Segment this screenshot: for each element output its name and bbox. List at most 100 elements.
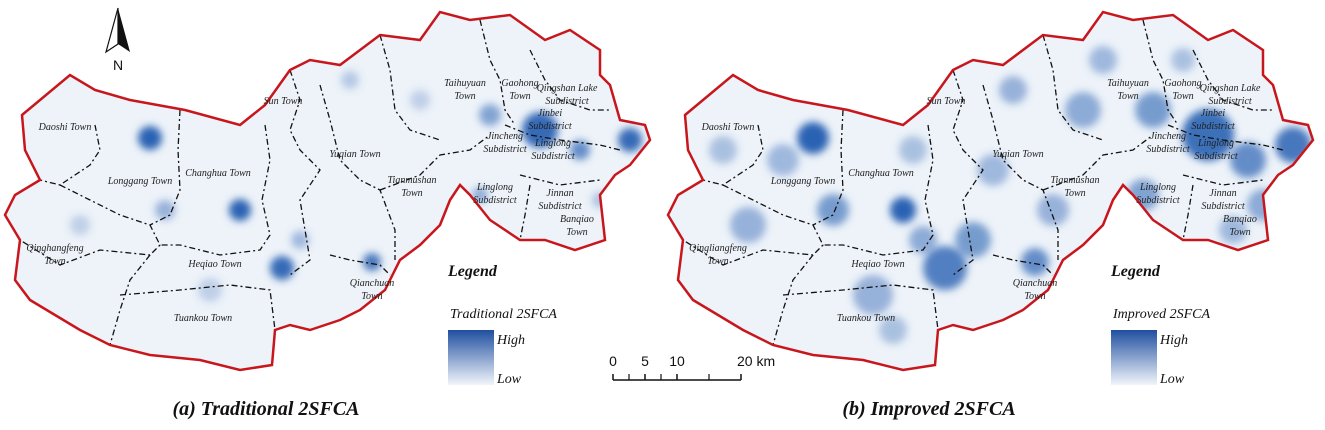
legend-subtitle: Improved 2SFCA: [1112, 307, 1211, 322]
accessibility-patch: [1021, 248, 1049, 276]
town-label: Sun Town: [264, 96, 303, 107]
town-label-line: Jincheng: [487, 131, 523, 142]
town-label: Linglong Subdistrict: [1136, 182, 1180, 206]
scale-bar: 0 5 10 20 km: [609, 353, 775, 381]
legend-low: Low: [1159, 372, 1185, 387]
accessibility-patch: [70, 215, 90, 235]
town-label: Daoshi Town: [38, 122, 92, 133]
accessibility-patch: [198, 278, 222, 302]
town-label: Heqiao Town: [850, 259, 904, 270]
accessibility-patch: [1219, 216, 1247, 244]
accessibility-patch: [1065, 92, 1101, 128]
accessibility-patch: [522, 112, 558, 148]
accessibility-patch: [363, 253, 381, 271]
town-label: Qingshan Lake Subdistrict: [537, 83, 598, 107]
legend-low: Low: [496, 372, 522, 387]
town-label-line: Town: [1064, 188, 1085, 199]
town-label-line: Subdistrict: [538, 201, 582, 212]
legend: Legend Improved 2SFCA High Low: [1110, 263, 1211, 387]
town-label-line: Jinbei: [1201, 108, 1226, 119]
town-boundary: [1042, 34, 1104, 141]
town-label-line: Qingshan Lake: [537, 83, 598, 94]
town-label-line: Tianmushan: [1051, 175, 1100, 186]
town-label: Longgang Town: [107, 176, 172, 187]
town-boundary: [149, 109, 181, 226]
town-boundary: [519, 184, 531, 241]
town-label: Taihuyuan Town: [1107, 78, 1149, 102]
accessibility-patch: [341, 71, 359, 89]
town-label-line: Banqiao: [560, 214, 594, 225]
accessibility-patch: [955, 222, 991, 258]
town-label-line: Jincheng: [1150, 131, 1186, 142]
accessibility-patch: [909, 226, 937, 254]
town-boundary: [702, 124, 764, 186]
town-label-line: Linglong: [1197, 138, 1234, 149]
town-boundary: [992, 254, 1054, 276]
town-label-line: Linglong: [476, 182, 513, 193]
town-boundary: [329, 254, 391, 276]
town-label-line: Changhua Town: [185, 168, 250, 179]
town-boundary: [529, 49, 610, 111]
town-label-line: Qinghangfeng: [26, 243, 83, 254]
town-label: Banqiao Town: [1223, 214, 1257, 238]
town-label-line: Subdistrict: [1146, 144, 1190, 155]
town-label: Qingliangfeng Town: [689, 243, 747, 267]
town-label: Changhua Town: [185, 168, 250, 179]
town-label-line: Town: [401, 188, 422, 199]
accessibility-patch: [899, 136, 927, 164]
accessibility-patch: [730, 207, 766, 243]
accessibility-patch: [229, 199, 251, 221]
town-label: Qianchuan Town: [1013, 278, 1057, 302]
town-label-line: Subdistrict: [473, 195, 517, 206]
county-outline: [3, 10, 652, 372]
accessibility-patch: [1171, 48, 1195, 72]
accessibility-patch: [767, 144, 799, 176]
town-label-line: Town: [44, 256, 65, 267]
town-label-line: Town: [1024, 291, 1045, 302]
town-label: Yuqian Town: [992, 149, 1043, 160]
town-boundary: [1167, 124, 1284, 151]
town-label: Yuqian Town: [329, 149, 380, 160]
legend-high: High: [1159, 333, 1188, 348]
town-label: Qinghangfeng Town: [26, 243, 83, 267]
scale-bar-label: 0: [609, 353, 617, 369]
town-boundary: [39, 124, 101, 186]
accessibility-patch: [570, 140, 590, 160]
accessibility-patch: [410, 90, 430, 110]
town-label-line: Subdistrict: [1191, 121, 1235, 132]
town-boundary: [479, 19, 516, 126]
town-label-line: Longgang Town: [770, 176, 835, 187]
accessibility-patch: [1037, 194, 1069, 226]
accessibility-patch: [618, 128, 642, 152]
town-label-line: Subdistrict: [483, 144, 527, 155]
town-label-line: Qingshan Lake: [1200, 83, 1261, 94]
legend-high: High: [496, 333, 525, 348]
region-fill: [5, 12, 650, 370]
town-label-line: Yuqian Town: [329, 149, 380, 160]
town-label-line: Town: [707, 256, 728, 267]
town-label-line: Gaohong: [1164, 78, 1201, 89]
town-label-line: Tianmushan: [388, 175, 437, 186]
town-boundary: [519, 174, 601, 186]
accessibility-patch: [1275, 127, 1311, 163]
town-label-line: Daoshi Town: [38, 122, 92, 133]
town-label-line: Gaohong: [501, 78, 538, 89]
town-label: Taihuyuan Town: [444, 78, 486, 102]
town-label: Linglong Subdistrict: [531, 138, 575, 162]
scale-bar-label: 10: [669, 353, 685, 369]
town-boundary: [952, 69, 984, 276]
town-label-line: Heqiao Town: [187, 259, 241, 270]
accessibility-patch: [1135, 92, 1171, 128]
accessibility-patch: [797, 122, 829, 154]
town-label-line: Heqiao Town: [850, 259, 904, 270]
town-boundary: [1192, 49, 1273, 111]
town-label-line: Jinnan: [1209, 188, 1236, 199]
town-label-line: Linglong: [534, 138, 571, 149]
accessibility-patch: [479, 104, 501, 126]
town-label-line: Tuankou Town: [174, 313, 232, 324]
map-surface: [668, 12, 1313, 370]
town-label: Heqiao Town: [187, 259, 241, 270]
accessibility-patch: [472, 187, 488, 203]
town-label: Linglong Subdistrict: [1194, 138, 1238, 162]
